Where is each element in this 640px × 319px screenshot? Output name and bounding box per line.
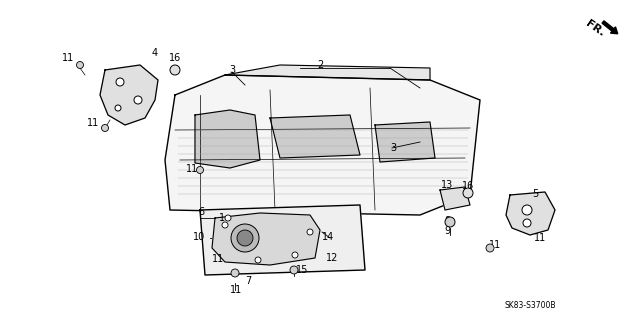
Text: 11: 11: [87, 118, 99, 128]
Circle shape: [196, 167, 204, 174]
Text: 5: 5: [532, 189, 538, 199]
Circle shape: [292, 252, 298, 258]
Text: 11: 11: [62, 53, 74, 63]
Polygon shape: [440, 187, 470, 210]
Circle shape: [116, 78, 124, 86]
Text: 8: 8: [444, 216, 450, 226]
Polygon shape: [506, 192, 555, 235]
Circle shape: [237, 230, 253, 246]
Polygon shape: [100, 65, 158, 125]
Circle shape: [523, 219, 531, 227]
Circle shape: [170, 65, 180, 75]
Text: 16: 16: [169, 53, 181, 63]
Text: 4: 4: [152, 48, 158, 58]
Text: FR.: FR.: [584, 18, 606, 38]
Polygon shape: [225, 65, 430, 80]
Polygon shape: [200, 205, 365, 275]
Text: 13: 13: [441, 180, 453, 190]
Circle shape: [486, 244, 494, 252]
Circle shape: [522, 205, 532, 215]
Text: 6: 6: [198, 207, 204, 217]
Text: 12: 12: [326, 253, 338, 263]
Text: 1: 1: [219, 213, 225, 223]
Text: 15: 15: [296, 265, 308, 275]
Text: 3: 3: [390, 143, 396, 153]
Polygon shape: [195, 110, 260, 168]
Circle shape: [102, 124, 109, 131]
Polygon shape: [375, 122, 435, 162]
Text: 2: 2: [317, 60, 323, 70]
Circle shape: [463, 188, 473, 198]
Circle shape: [445, 217, 455, 227]
Circle shape: [134, 96, 142, 104]
Circle shape: [307, 229, 313, 235]
Polygon shape: [270, 115, 360, 158]
Text: 11: 11: [534, 233, 546, 243]
Text: 11: 11: [230, 285, 242, 295]
Circle shape: [231, 269, 239, 277]
Circle shape: [77, 62, 83, 69]
Circle shape: [225, 215, 231, 221]
FancyArrow shape: [602, 21, 618, 34]
Circle shape: [255, 257, 261, 263]
Text: 11: 11: [186, 164, 198, 174]
Text: 7: 7: [245, 276, 251, 286]
Text: 11: 11: [212, 254, 224, 264]
Text: 11: 11: [489, 240, 501, 250]
Text: SK83-S3700B: SK83-S3700B: [504, 300, 556, 309]
Text: 10: 10: [193, 232, 205, 242]
Text: 14: 14: [322, 232, 334, 242]
Text: 3: 3: [229, 65, 235, 75]
Circle shape: [231, 224, 259, 252]
Text: 9: 9: [444, 226, 450, 236]
Circle shape: [222, 222, 228, 228]
Text: 16: 16: [462, 181, 474, 191]
Circle shape: [290, 266, 298, 274]
Circle shape: [115, 105, 121, 111]
Polygon shape: [165, 75, 480, 215]
Polygon shape: [212, 213, 320, 265]
